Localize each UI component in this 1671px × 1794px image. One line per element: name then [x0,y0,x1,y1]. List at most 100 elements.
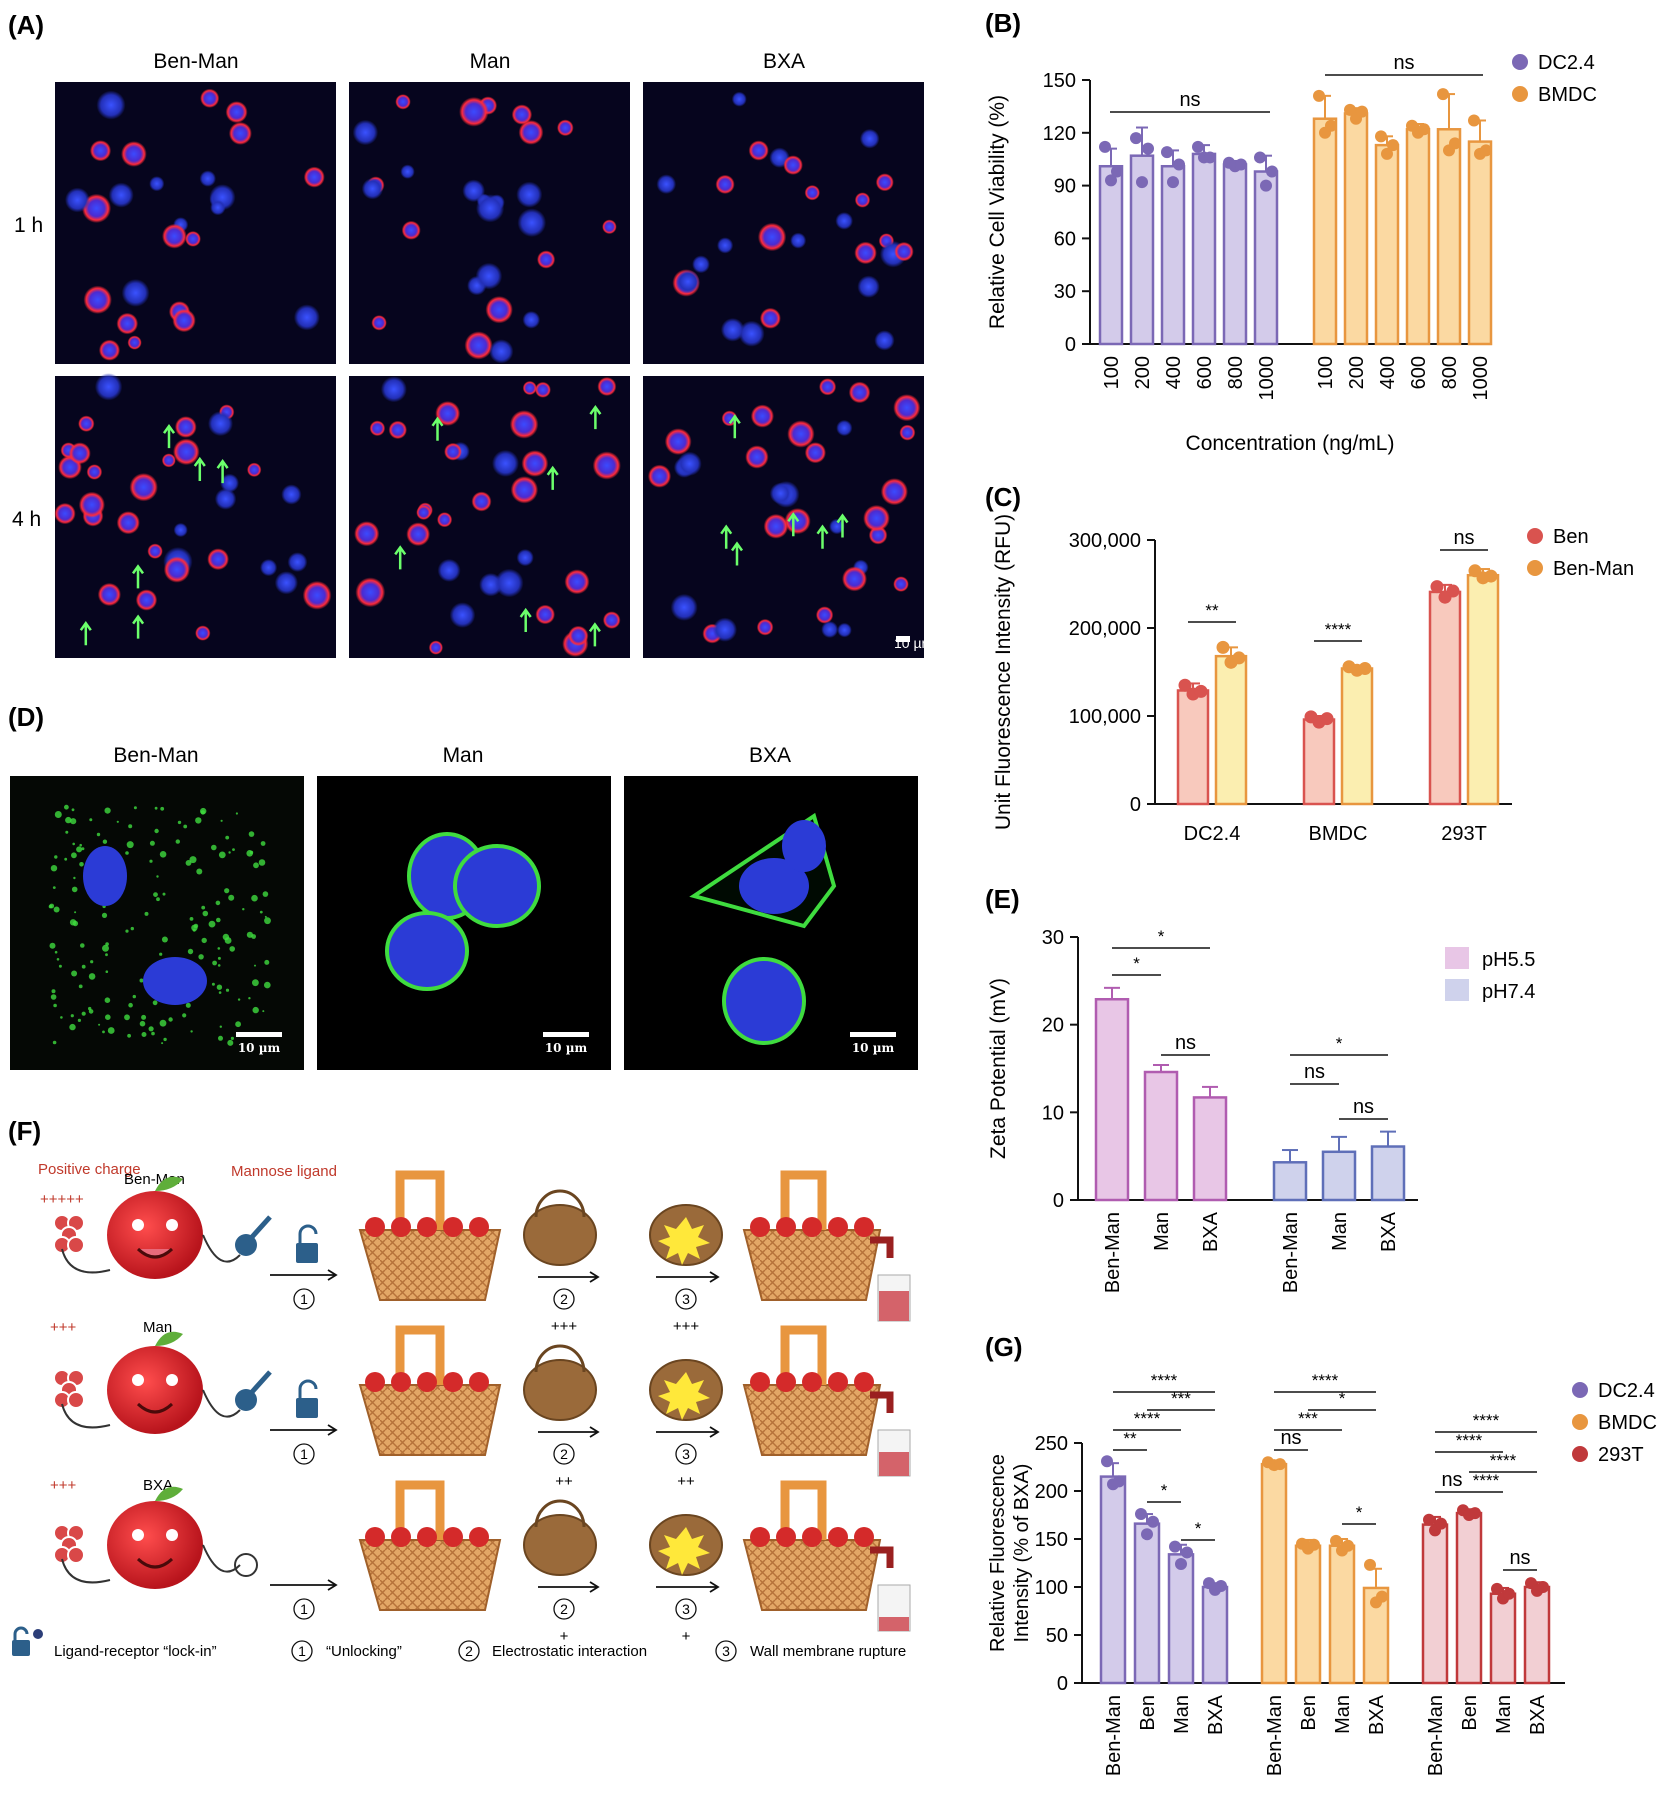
charge-marks: +++++ [40,1191,84,1208]
green-speckle [73,876,76,880]
step-circle [458,1640,480,1662]
green-speckle [105,942,109,946]
bar [1370,1145,1406,1202]
charge-particle [67,1236,85,1254]
apple-cargo [365,1372,385,1392]
panel-g-chart: (G) 0 50 100 150 200 250 Relative Fluorescence I… [985,1332,1657,1776]
lock-icon [12,1626,43,1656]
green-speckle [144,911,149,916]
significance-label: *** [1171,1389,1191,1408]
apple-cargo [417,1527,437,1547]
significance-label: **** [1134,1409,1161,1428]
micrograph-background [643,82,924,364]
data-point [1308,1538,1320,1551]
bar [1321,1150,1357,1202]
cell [602,219,617,235]
green-speckle [54,811,62,818]
significance-label: **** [1325,620,1352,639]
step-number: 1 [298,1643,306,1659]
significance-label: **** [1151,1371,1178,1390]
apple-icon [107,1191,203,1279]
green-speckle [126,841,134,849]
apple-cargo [417,1217,437,1237]
cell [489,339,514,364]
arrow-marker [431,416,444,441]
significance-label: **** [1490,1451,1517,1470]
bar [1436,128,1462,346]
data-point [1173,158,1185,171]
cell [302,580,332,610]
cell [854,241,877,265]
basket-icon [358,1384,502,1456]
cell [670,593,698,621]
green-speckle [228,894,235,901]
cell [494,568,524,598]
cell [534,381,551,398]
green-speckle [217,956,221,960]
data-point [1364,1558,1376,1571]
cell [380,376,407,403]
panel-a-col-title: BXA [763,50,805,73]
step-arrow [270,1424,338,1436]
cell [97,582,121,607]
green-speckle [252,1006,259,1014]
cell [656,174,677,194]
apple-cargo [469,1217,489,1237]
data-point [1111,165,1123,178]
arrow-marker [546,465,559,490]
cell [96,90,126,120]
legend-marker [1572,1446,1588,1462]
green-speckle [71,970,78,977]
bar [1214,654,1248,806]
cell [837,622,852,638]
cell [516,181,543,208]
legend-marker [1572,1414,1588,1430]
bar [1160,164,1186,346]
charge-level: +++ [551,1318,578,1335]
cell [510,476,539,504]
data-point [1480,144,1492,157]
cell [815,606,834,624]
panel-d-col-title: BXA [749,744,791,767]
cell [783,155,803,175]
green-speckle [49,942,56,949]
confocal-tile: 10 µm [317,776,611,1070]
nucleus [83,846,127,906]
green-speckle [78,984,83,989]
data-point [1099,140,1111,153]
green-speckle [54,950,58,954]
green-speckle [149,859,153,863]
cell [437,512,453,528]
significance-label: ns [1353,1096,1374,1118]
green-speckle [190,1030,193,1033]
green-speckle [127,1033,131,1038]
significance-label: ** [1205,601,1219,620]
cell [214,488,237,510]
green-speckle [159,952,163,956]
bar [1340,667,1374,806]
panel-a-row-label: 4 h [12,508,41,531]
mannose-ligand-label: Mannose ligand [231,1163,337,1180]
panel-f-legend: Ligand-receptor “lock-in” 1 “Unlocking” … [12,1626,906,1662]
green-speckle [81,847,85,851]
scale-bar-label: 10 µm [852,1041,895,1055]
basket-handle [780,1170,827,1230]
legend-label: pH5.5 [1482,949,1535,971]
cell [535,604,555,625]
charge-particle [67,1546,85,1564]
green-speckle [264,915,267,918]
green-speckle [64,804,69,810]
eye-icon [132,1374,144,1386]
cell [568,625,589,647]
tap-icon [870,1391,894,1413]
cell [804,442,827,464]
basket-handle [395,1170,445,1230]
green-speckle [230,1036,234,1040]
charge-level: +++ [673,1318,700,1335]
eye-icon [166,1219,178,1231]
cell [731,91,747,107]
step-circle [293,1598,315,1620]
green-speckle [105,953,108,957]
x-tick-label: 1000 [1470,356,1492,401]
